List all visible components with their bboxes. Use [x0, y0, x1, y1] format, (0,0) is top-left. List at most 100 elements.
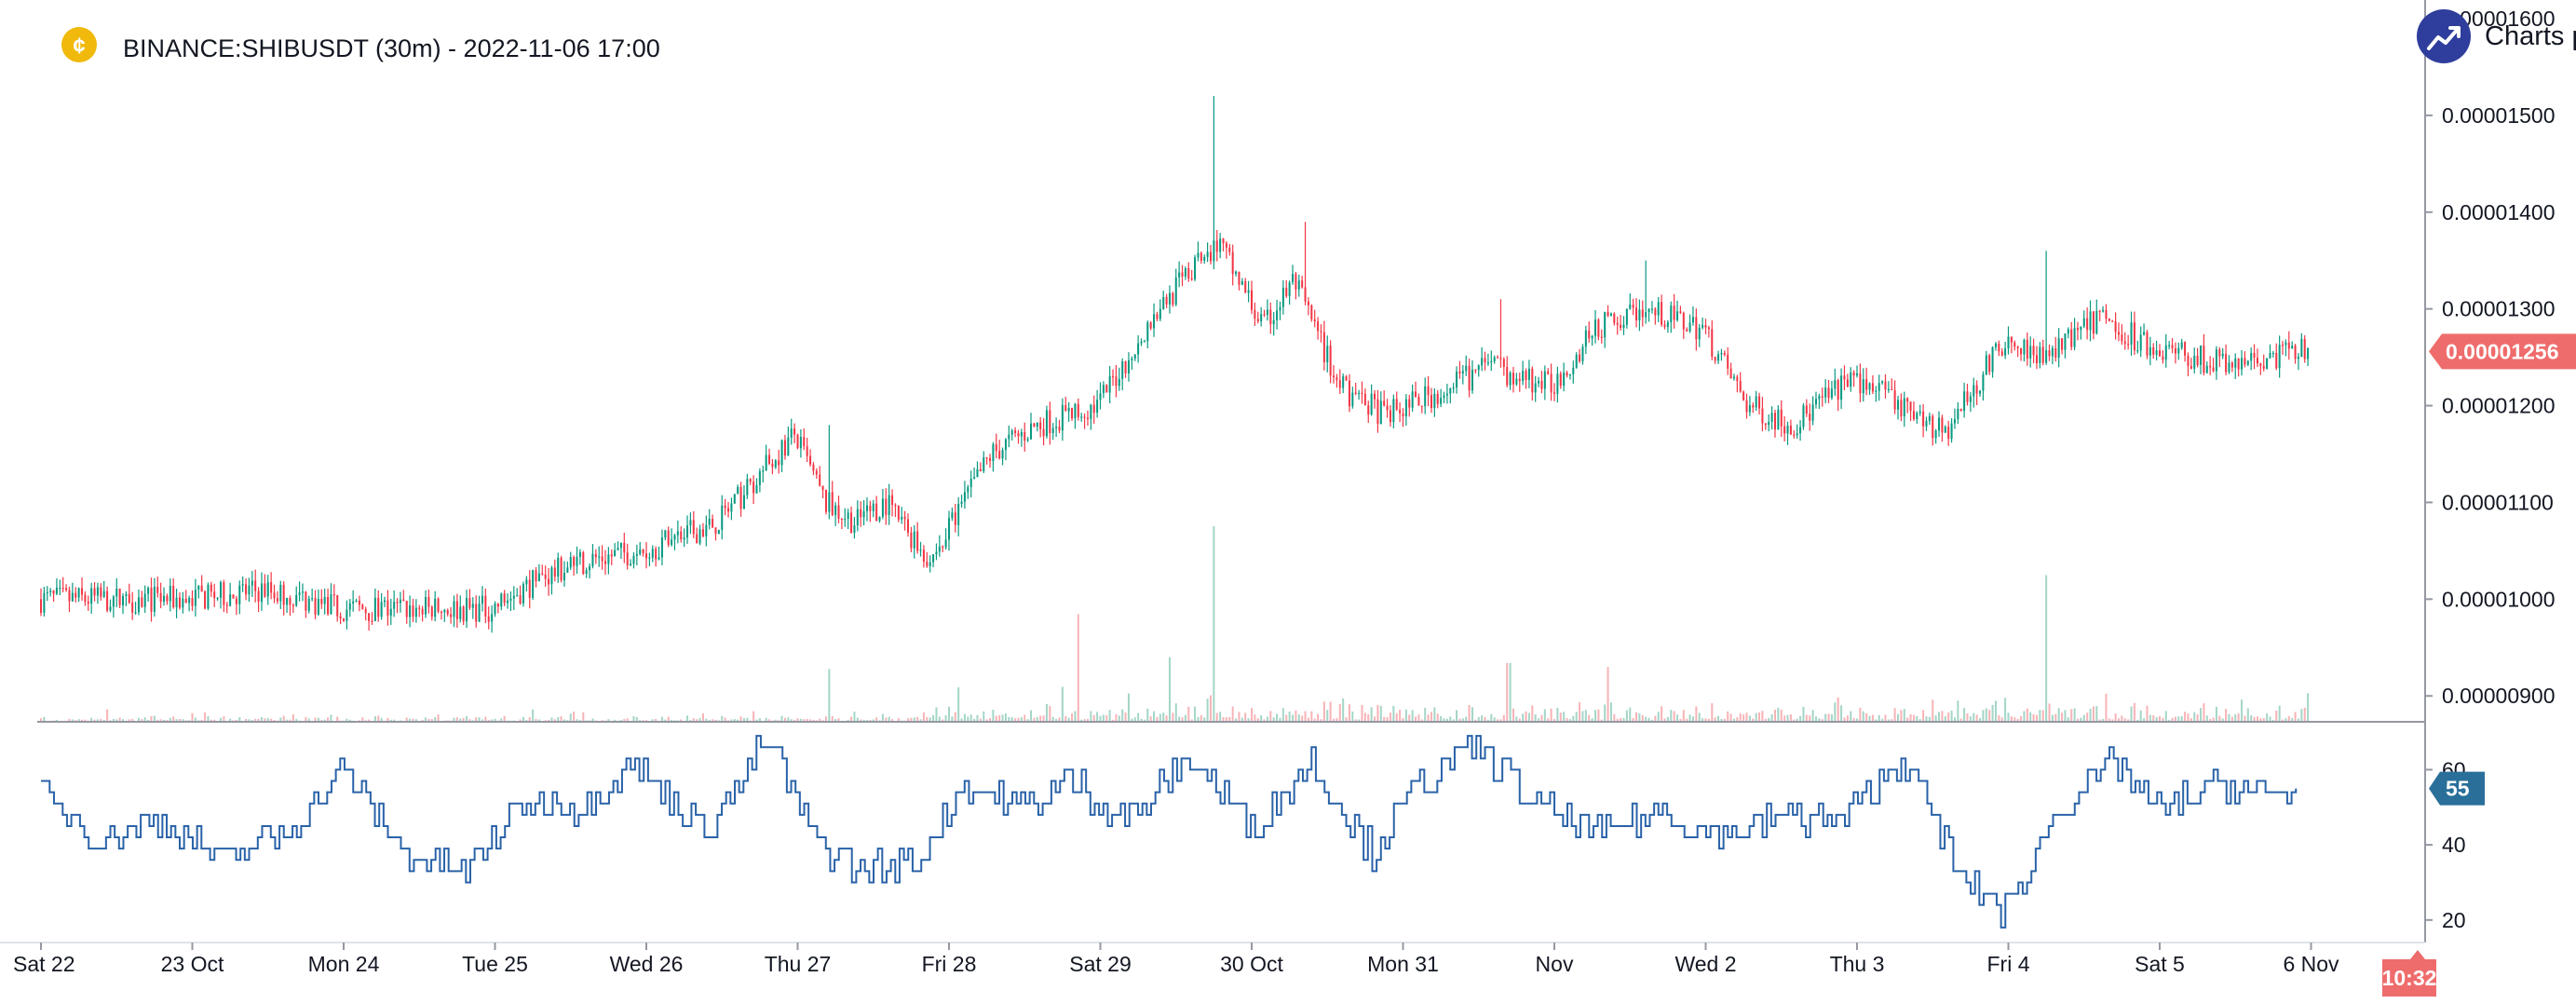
- candle-body: [1711, 329, 1714, 357]
- volume-bar: [163, 719, 166, 722]
- candle-body: [491, 614, 494, 622]
- candle-body: [746, 479, 749, 495]
- time-axis[interactable]: Sat 22 23 Oct Mon 24 Tue 25 Wed 26 Thu 27 Fri …: [13, 943, 2339, 976]
- candle-body: [1572, 367, 1575, 374]
- volume-bar: [1118, 715, 1120, 722]
- candle-body: [947, 518, 951, 540]
- volume-bar: [1727, 711, 1729, 722]
- volume-bar: [455, 717, 458, 722]
- candle-body: [1953, 419, 1956, 424]
- candle-body: [219, 582, 222, 598]
- volume-bar: [824, 716, 827, 722]
- price-axis[interactable]: 0.00000900 0.00001000 0.00001100 0.00001200…: [2425, 7, 2556, 708]
- candle-body: [147, 588, 150, 594]
- last-price-tag: 0.00001256: [2429, 333, 2576, 370]
- volume-bar: [1374, 716, 1376, 722]
- volume-bar: [2187, 713, 2190, 722]
- volume-bar: [755, 719, 758, 722]
- volume-bar: [626, 718, 629, 722]
- candle-body: [311, 598, 314, 600]
- brand-badge[interactable]: Charts p: [2417, 9, 2576, 63]
- volume-bar: [632, 715, 635, 722]
- candle-body: [1862, 379, 1864, 394]
- volume-bar: [2164, 711, 2167, 722]
- candle-body: [1436, 393, 1439, 404]
- volume-bar: [696, 719, 698, 722]
- volume-bar: [853, 712, 856, 722]
- volume-bar: [1695, 706, 1698, 722]
- volume-bar: [1600, 719, 1603, 722]
- candle-body: [1922, 411, 1925, 427]
- volume-bar: [153, 715, 156, 722]
- candle-body: [2089, 311, 2092, 331]
- candle-body: [427, 596, 430, 607]
- candle-body: [828, 492, 831, 512]
- candle-body: [739, 486, 742, 509]
- candle-body: [2070, 329, 2073, 347]
- candle-body: [1228, 247, 1231, 252]
- volume-bar: [200, 719, 203, 722]
- volume-bar: [264, 718, 266, 722]
- volume-bar: [2057, 708, 2060, 722]
- candle-body: [790, 428, 793, 438]
- candle-body: [1092, 404, 1095, 414]
- volume-bar: [1358, 719, 1361, 722]
- volume-bar: [1620, 717, 1622, 722]
- volume-bar: [172, 716, 175, 722]
- candle-body: [1502, 359, 1505, 367]
- volume-bar: [1761, 711, 1764, 722]
- volume-bar: [919, 719, 922, 722]
- candle-body: [2149, 346, 2151, 356]
- candle-body: [1351, 392, 1354, 407]
- candle-body: [1909, 401, 1912, 412]
- volume-bar: [796, 718, 799, 722]
- candle-body: [1796, 433, 1798, 436]
- candle-body: [1329, 346, 1332, 376]
- candle-body: [783, 440, 786, 456]
- volume-bar: [1830, 713, 1833, 722]
- candle-body: [1374, 393, 1376, 400]
- volume-bar: [1102, 714, 1105, 722]
- candle-body: [1156, 314, 1159, 319]
- volume-bar: [1629, 707, 1632, 722]
- candle-body: [2230, 362, 2233, 368]
- volume-bar: [1975, 714, 1978, 722]
- candle-body: [1720, 352, 1723, 355]
- volume-bar: [1506, 663, 1509, 722]
- candle-body: [115, 588, 118, 597]
- volume-bar: [1033, 717, 1036, 722]
- volume-bar: [1471, 707, 1473, 722]
- volume-bar: [1938, 712, 1941, 722]
- volume-bar: [2146, 705, 2149, 722]
- candle-body: [550, 567, 553, 585]
- volume-bar: [2105, 693, 2108, 722]
- candle-body: [1146, 322, 1149, 342]
- candle-body: [1903, 398, 1905, 416]
- volume-bar: [1909, 713, 1912, 722]
- volume-bar: [712, 719, 714, 722]
- volume-bar: [862, 719, 865, 722]
- candle-body: [405, 601, 408, 617]
- time-tick-label: Fri 4: [1987, 952, 2030, 976]
- candle-body: [342, 618, 346, 621]
- volume-bar: [1241, 717, 1243, 722]
- price-tick-label: 0.00001100: [2442, 490, 2554, 514]
- volume-bar: [730, 719, 733, 722]
- volume-bar: [245, 718, 248, 722]
- chart-header: ¢ BINANCE:SHIBUSDT (30m) - 2022-11-06 17…: [61, 27, 660, 62]
- candle-body: [71, 592, 74, 602]
- volume-bar: [1424, 707, 1427, 722]
- candle-body: [286, 597, 289, 605]
- volume-bar: [219, 717, 222, 722]
- volume-bar: [2127, 719, 2130, 722]
- volume-bar: [1783, 715, 1786, 722]
- volume-bar: [323, 719, 326, 722]
- volume-bar: [2285, 718, 2287, 722]
- time-tick-label: Tue 25: [462, 952, 528, 976]
- volume-bar: [2029, 712, 2032, 722]
- candle-body: [2073, 328, 2076, 347]
- volume-bar: [522, 716, 524, 722]
- candle-body: [1137, 343, 1140, 355]
